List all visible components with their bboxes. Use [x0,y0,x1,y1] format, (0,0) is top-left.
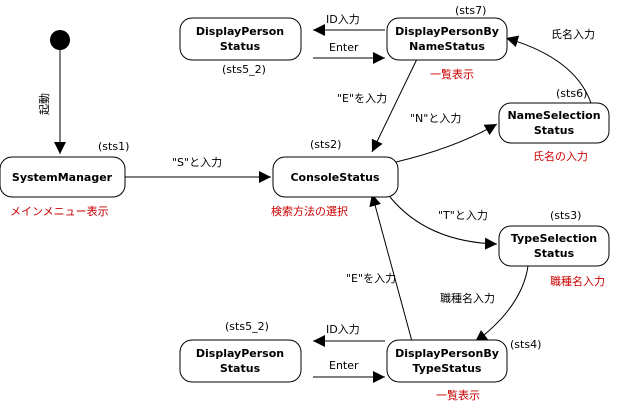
node-display-person-bottom-label-line1: DisplayPerson [196,347,284,360]
initial-state-marker [50,30,70,50]
tag-sts5-2-bottom: (sts5_2) [225,320,269,333]
node-name-selection-label-line1: NameSelection [507,109,600,122]
label-start-to-system: 起動 [37,93,51,115]
label-name-to-display-by-name: 氏名入力 [551,27,595,41]
edge-name-selection-to-display-by-name [505,35,592,104]
label-top-id-input: ID入力 [326,13,360,26]
node-display-by-type-label-line2: TypeStatus [413,362,482,375]
note-name-input: 氏名の入力 [533,149,588,163]
node-display-by-type-label-line1: DisplayPersonBy [395,347,499,360]
node-system-manager-label: SystemManager [12,171,113,184]
tag-sts1: (sts1) [98,140,129,153]
node-display-by-name-label-line1: DisplayPersonBy [395,25,499,38]
node-display-person-by-type-status[interactable]: DisplayPersonBy TypeStatus [386,339,508,383]
label-display-by-type-to-console: "E"を入力 [346,272,396,285]
label-console-to-type: "T"と入力 [438,209,488,222]
label-top-enter: Enter [329,41,359,54]
node-name-selection-label-line2: Status [534,124,575,137]
label-bottom-enter: Enter [329,359,359,372]
node-system-manager[interactable]: SystemManager [0,156,126,198]
note-search-method-selection: 検索方法の選択 [271,204,348,218]
label-system-to-console: "S"と入力 [172,156,222,169]
label-display-by-name-to-console: "E"を入力 [337,92,387,105]
node-display-person-bottom-label-line2: Status [220,362,261,375]
tag-sts6: (sts6) [556,87,587,100]
node-type-selection-status[interactable]: TypeSelection Status [498,225,610,267]
note-job-type-input: 職種名入力 [550,274,605,288]
tag-sts3: (sts3) [550,209,581,222]
tag-sts7: (sts7) [455,4,486,17]
node-name-selection-status[interactable]: NameSelection Status [498,102,610,144]
note-list-display-bottom: 一覧表示 [436,388,480,402]
label-bottom-id-input: ID入力 [326,323,360,336]
node-console-status-label: ConsoleStatus [290,171,379,184]
edge-console-to-type-selection [389,196,498,250]
tag-sts2: (sts2) [310,138,341,151]
edge-type-selection-to-display-by-type [474,265,529,343]
label-type-to-display-by-type: 職種名入力 [440,291,495,305]
node-display-by-name-label-line2: NameStatus [409,40,485,53]
tag-sts5-2-top: (sts5_2) [222,63,266,76]
note-main-menu-display: メインメニュー表示 [10,204,109,218]
node-display-person-top-label-line2: Status [220,40,261,53]
node-type-selection-label-line2: Status [534,247,575,260]
edge-display-by-name-to-console [371,58,418,153]
node-display-person-top-label-line1: DisplayPerson [196,25,284,38]
node-console-status[interactable]: ConsoleStatus [272,156,399,198]
node-display-person-status-bottom[interactable]: DisplayPerson Status [179,339,302,383]
node-type-selection-label-line1: TypeSelection [511,232,597,245]
tag-sts4: (sts4) [510,338,541,351]
node-display-person-by-name-status[interactable]: DisplayPersonBy NameStatus [386,17,508,61]
node-display-person-status-top[interactable]: DisplayPerson Status [179,17,302,61]
edge-console-to-name-selection [395,123,498,163]
note-list-display-top: 一覧表示 [430,67,474,81]
label-console-to-name: "N"と入力 [410,112,461,125]
edge-display-by-type-to-console [369,193,414,346]
